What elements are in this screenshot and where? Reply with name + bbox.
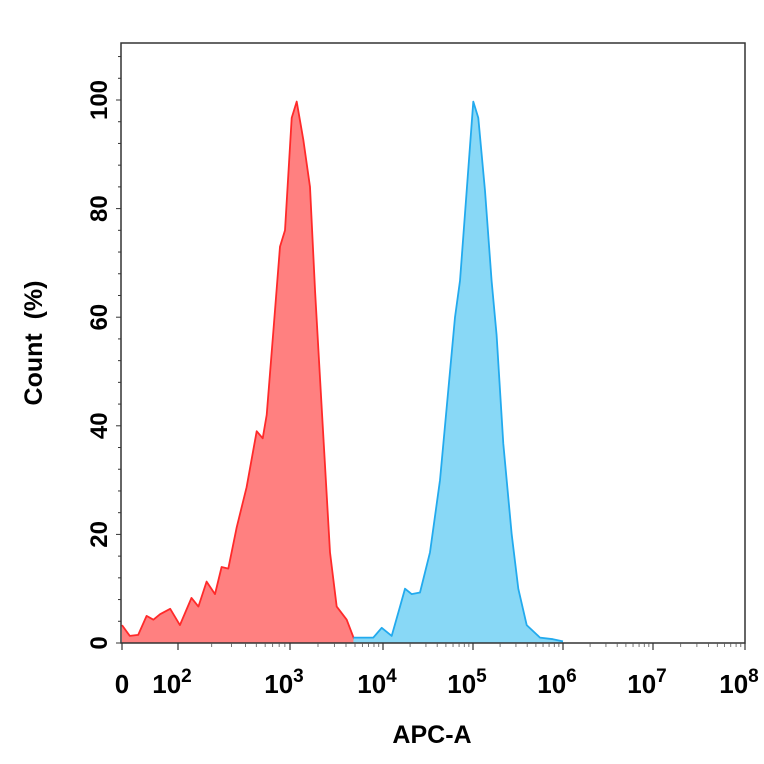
x-tick-base: 10 bbox=[537, 669, 566, 699]
x-tick-exponent: 5 bbox=[476, 666, 487, 687]
y-tick-label: 20 bbox=[86, 521, 113, 548]
y-tick-label: 40 bbox=[86, 412, 113, 439]
x-tick-label: 102 bbox=[152, 666, 192, 699]
x-tick-base: 10 bbox=[357, 669, 386, 699]
series-layer bbox=[121, 100, 564, 644]
x-tick-exponent: 3 bbox=[293, 666, 304, 687]
x-tick-exponent: 4 bbox=[386, 666, 397, 687]
series-1-area bbox=[353, 101, 563, 644]
y-tick-label: 60 bbox=[86, 304, 113, 331]
x-tick-label: 107 bbox=[627, 666, 667, 699]
y-axis-title: Count (%) bbox=[20, 281, 48, 406]
x-tick-exponent: 7 bbox=[656, 666, 667, 687]
x-tick-base: 10 bbox=[447, 669, 476, 699]
x-axis: 0 102 103 104 105 106 107 108 bbox=[115, 643, 759, 699]
x-tick-label: 106 bbox=[537, 666, 577, 699]
x-tick-label: 0 bbox=[115, 669, 129, 699]
series-0-line bbox=[121, 100, 356, 642]
x-tick-base: 0 bbox=[115, 669, 129, 699]
x-tick-exponent: 8 bbox=[748, 666, 759, 687]
y-axis: 0 20 40 60 80 100 bbox=[86, 56, 121, 650]
x-tick-base: 10 bbox=[152, 669, 181, 699]
x-tick-label: 103 bbox=[264, 666, 304, 699]
x-axis-title: APC-A bbox=[392, 721, 471, 749]
x-tick-base: 10 bbox=[264, 669, 293, 699]
y-tick-label: 100 bbox=[86, 80, 113, 120]
y-tick-label: 80 bbox=[86, 195, 113, 222]
x-tick-label: 108 bbox=[719, 666, 759, 699]
x-tick-exponent: 6 bbox=[566, 666, 577, 687]
x-tick-base: 10 bbox=[627, 669, 656, 699]
y-tick-label: 0 bbox=[86, 636, 113, 649]
x-tick-label: 104 bbox=[357, 666, 397, 699]
x-tick-base: 10 bbox=[719, 669, 748, 699]
plot-frame bbox=[120, 42, 746, 644]
x-tick-label: 105 bbox=[447, 666, 487, 699]
series-0-area bbox=[122, 101, 355, 644]
x-tick-exponent: 2 bbox=[181, 666, 192, 687]
series-1-line bbox=[353, 100, 564, 643]
